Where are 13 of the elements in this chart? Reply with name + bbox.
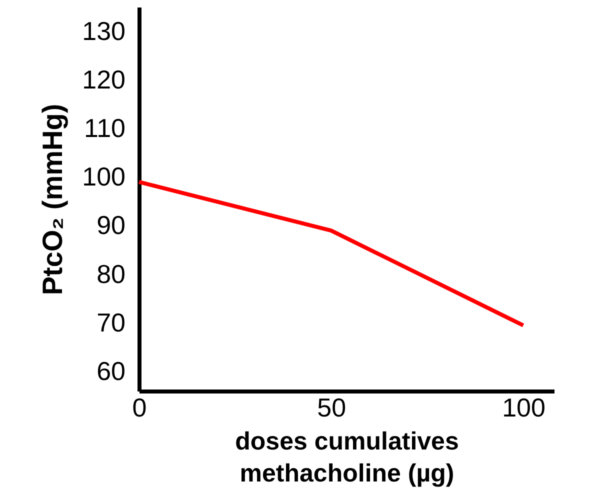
x-axis-title: doses cumulatives methacholine (µg) — [235, 428, 459, 488]
x-tick-label: 0 — [132, 392, 147, 422]
y-tick-label: 70 — [96, 307, 126, 338]
y-tick-label: 130 — [82, 16, 126, 46]
y-tick-label: 110 — [84, 113, 126, 144]
y-tick-label: 60 — [96, 356, 126, 386]
y-tick-label: 90 — [96, 210, 126, 240]
x-tick-label: 50 — [317, 392, 346, 422]
x-tick-label: 100 — [502, 392, 546, 422]
y-tick-label: 80 — [96, 258, 126, 289]
y-tick-label: 120 — [82, 64, 126, 94]
y-tick-label: 100 — [82, 162, 126, 192]
y-axis-title: PtcO₂ (mmHg) — [37, 104, 68, 296]
